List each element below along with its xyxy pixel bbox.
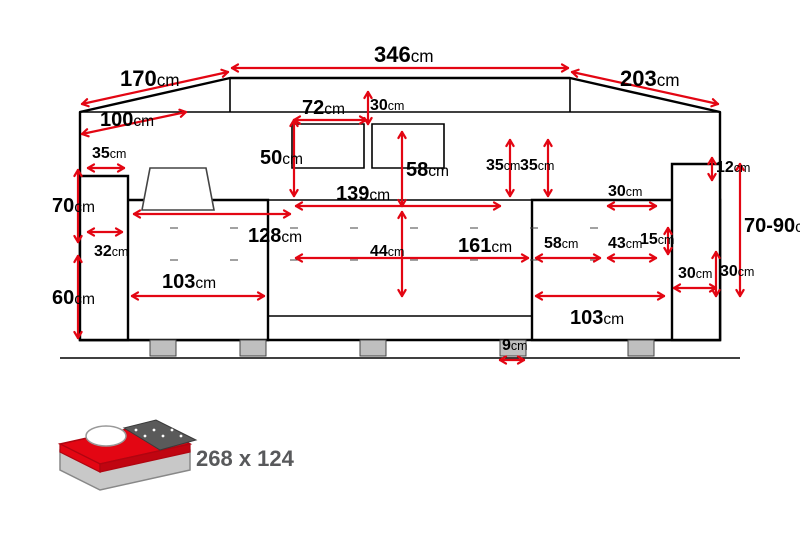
dim-label-h50: 50cm [260, 148, 303, 168]
dim-label-w43: 43cm [608, 236, 642, 252]
dim-label-w203: 203cm [620, 68, 680, 90]
dim-label-h7090: 70-90cm [744, 216, 800, 236]
dim-label-w128: 128cm [248, 226, 302, 246]
sofa-bed-size-label: 268 x 124 [196, 446, 294, 472]
dim-label-w32: 32cm [94, 244, 128, 260]
dim-label-w103r: 103cm [570, 308, 624, 328]
dim-label-h30r: 30cm [720, 264, 754, 280]
dim-label-w100: 100cm [100, 110, 154, 130]
dim-label-w103l: 103cm [162, 272, 216, 292]
dim-label-w9: 9cm [502, 338, 528, 354]
dim-label-w346: 346cm [374, 44, 434, 66]
dim-label-w161: 161cm [458, 236, 512, 256]
dim-label-h30t: 30cm [370, 98, 404, 114]
dim-label-w30r: 30cm [608, 184, 642, 200]
dim-label-h12: 12cm [716, 160, 750, 176]
dim-label-h35b: 35cm [520, 158, 554, 174]
dim-label-h15: 15cm [640, 232, 674, 248]
dim-label-h58: 58cm [406, 160, 449, 180]
dim-label-h44: 44cm [370, 244, 404, 260]
dim-label-w30rr: 30cm [678, 266, 712, 282]
dim-label-w72: 72cm [302, 98, 345, 118]
dim-label-h70l: 70cm [52, 196, 95, 216]
dim-label-h60: 60cm [52, 288, 95, 308]
dim-label-h35a: 35cm [486, 158, 520, 174]
dim-label-w35l: 35cm [92, 146, 126, 162]
dim-label-w170: 170cm [120, 68, 180, 90]
dim-label-w58: 58cm [544, 236, 578, 252]
dim-label-w139: 139cm [336, 184, 390, 204]
diagram-stage: { "canvas": { "width": 800, "height": 53… [0, 0, 800, 533]
